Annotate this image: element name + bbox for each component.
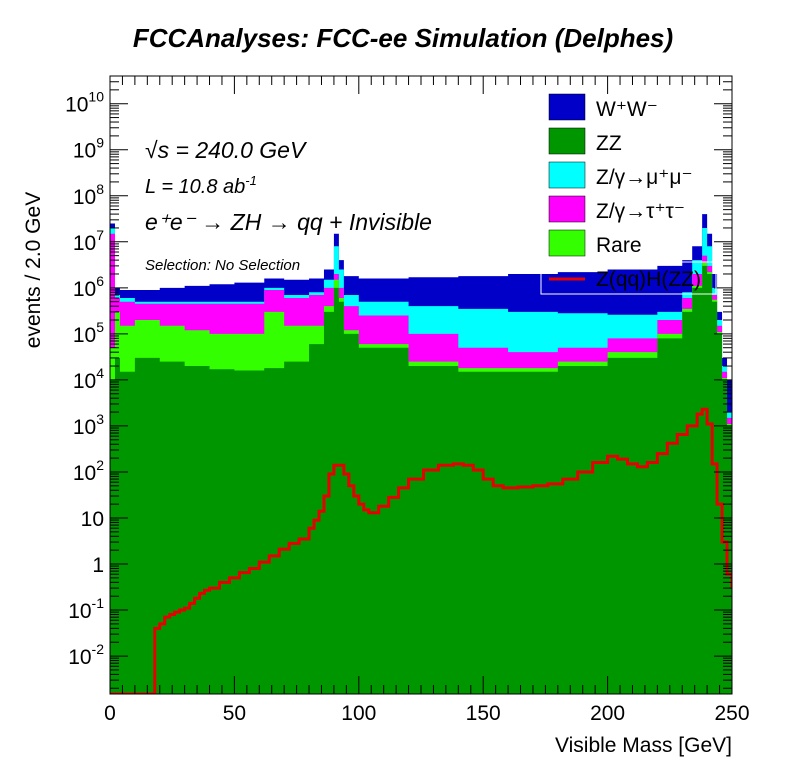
x-tick-label: 200 [590,702,625,725]
annotation-process: e⁺e⁻ → ZH → qq + Invisible [145,209,432,235]
legend-box-border [540,261,717,295]
y-tick-label: 102 [73,457,104,485]
annotation-luminosity-unit-exponent: -1 [245,173,257,188]
y-tick-label: 1010 [65,89,104,117]
y-tick-label: 105 [73,319,104,347]
annotation-selection: Selection: No Selection [145,257,300,274]
legend-label: Z/γ→μ⁺μ⁻ [596,166,693,189]
y-axis-title: events / 2.0 GeV [22,192,45,348]
legend-swatch [548,195,586,223]
legend: W⁺W⁻ ZZ Z/γ→μ⁺μ⁻ Z/γ→τ⁺τ⁻ Rare Z(qq)H(ZZ) [540,93,717,295]
x-axis: 0 50 100 150 200 250 [104,76,750,725]
legend-label: Z(qq)H(ZZ) [596,268,701,291]
legend-swatch [548,229,586,257]
legend-swatch [548,127,586,155]
signal-histogram [110,407,732,694]
legend-label: W⁺W⁻ [596,98,658,121]
x-tick-label: 0 [104,702,116,725]
y-tick-label: 109 [73,135,104,163]
chart-title: FCCAnalyses: FCC-ee Simulation (Delphes) [133,23,673,53]
y-tick-label: 107 [73,227,104,255]
annotations: √s = 240.0 GeV L = 10.8 ab-1 e⁺e⁻ → ZH →… [145,137,432,274]
legend-swatch [548,93,586,121]
signal-line [110,407,732,694]
y-tick-label: 104 [73,365,104,393]
x-tick-label: 100 [341,702,376,725]
x-axis-title: Visible Mass [GeV] [555,734,732,757]
annotation-luminosity-value: L = 10.8 ab [145,176,245,198]
y-axis: 10-2 10-1 1 10 102 103 104 105 106 107 108 109 1010 [65,75,732,689]
y-tick-label: 1 [92,554,104,577]
legend-label: Rare [596,234,642,257]
y-tick-label: 10-2 [68,641,104,669]
x-tick-label: 250 [714,702,749,725]
x-tick-label: 150 [466,702,501,725]
annotation-sqrt-s: √s = 240.0 GeV [145,137,308,163]
x-tick-label: 50 [223,702,246,725]
y-tick-label: 106 [73,273,104,301]
y-tick-label: 108 [73,181,104,209]
legend-label: Z/γ→τ⁺τ⁻ [596,200,685,223]
y-tick-label: 103 [73,411,104,439]
legend-swatch [548,161,586,189]
annotation-luminosity: L = 10.8 ab-1 [145,173,257,198]
legend-label: ZZ [596,132,622,155]
y-tick-label: 10 [81,508,104,531]
y-tick-label: 10-1 [68,595,104,623]
